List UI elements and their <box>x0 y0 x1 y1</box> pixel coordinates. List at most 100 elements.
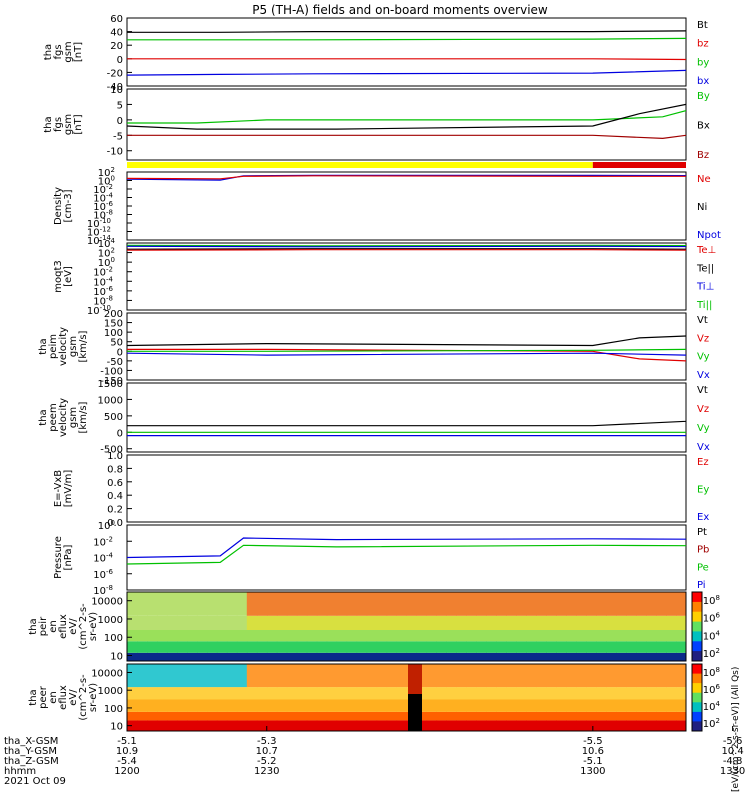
y-tick-label: 50 <box>110 338 123 349</box>
spectrogram-cell <box>486 711 497 721</box>
x-row-value: -5.5 <box>583 736 603 747</box>
spectrogram-cell <box>596 687 607 700</box>
spectrogram-cell <box>546 699 557 712</box>
spectrogram-cell <box>446 641 457 653</box>
spectrogram-cell <box>206 711 218 721</box>
spectrogram-cell <box>276 630 288 642</box>
spectrogram-cell <box>376 641 388 653</box>
legend-Ex: Ex <box>697 512 709 523</box>
spectrogram-cell <box>386 615 398 630</box>
panel-frame <box>126 382 687 453</box>
legend-Npot: Npot <box>697 230 721 241</box>
spectrogram-cell <box>286 602 298 616</box>
spectrogram-cell <box>176 699 188 712</box>
x-row-value: 10.4 <box>721 746 743 757</box>
colorbar-swatch <box>692 651 702 662</box>
colorbar-swatch <box>692 592 702 603</box>
colorbar: 108 106 104 102 <box>691 663 721 732</box>
spectrogram-cell <box>326 664 338 688</box>
spectrogram-cell <box>676 592 686 603</box>
spectrogram-cell <box>256 641 268 653</box>
legend-By: By <box>697 91 710 102</box>
series-line-darkred <box>127 134 686 140</box>
spectrogram-cell <box>196 720 208 731</box>
spectrogram-cell <box>606 699 617 712</box>
spectrogram-cell <box>446 711 457 721</box>
spectrogram-cell <box>656 641 667 653</box>
spectrogram-cell <box>236 699 248 712</box>
spectrogram-cell <box>606 664 617 688</box>
spectrogram-cell <box>626 687 637 700</box>
spectrogram-cell <box>186 592 198 603</box>
spectrogram-cell <box>176 592 188 603</box>
spectrogram-cell <box>646 664 657 688</box>
spectrogram-cell <box>676 720 686 731</box>
colorbar-swatch <box>692 692 702 703</box>
spectrogram-cell <box>137 720 148 731</box>
spectrogram-cell <box>566 602 577 616</box>
spectrogram-cell <box>236 720 248 731</box>
y-tick-label: 40 <box>110 28 123 39</box>
spectrogram-cell <box>676 615 686 630</box>
spectrogram-cell <box>496 652 507 661</box>
spectrogram-cell <box>406 592 418 603</box>
spectrogram-cell <box>446 699 457 712</box>
spectrogram-cell <box>316 720 328 731</box>
panel-frame <box>126 663 687 732</box>
spectrogram-cell <box>636 687 647 700</box>
series-line-green <box>127 37 686 41</box>
y-tick-label: 1000 <box>98 615 123 626</box>
spectrogram-cell <box>466 641 477 653</box>
spectrogram-cell <box>676 652 686 661</box>
spectrogram-cell <box>386 720 398 731</box>
spectrogram-cell <box>666 699 677 712</box>
spectrogram-cell <box>646 687 657 700</box>
spectrogram-cell <box>666 664 677 688</box>
spectrogram-cell <box>366 652 378 661</box>
panel-frame <box>126 591 687 662</box>
spectrogram-cell <box>386 652 398 661</box>
spectrogram-cell <box>636 711 647 721</box>
spectrogram-cell <box>226 699 238 712</box>
spectrogram-cell <box>356 641 368 653</box>
colorbar-swatch <box>692 601 702 613</box>
spectrogram-cell <box>546 711 557 721</box>
spectrogram-cell <box>147 664 158 688</box>
series-line-black <box>127 30 686 33</box>
spectrogram-cell <box>186 699 198 712</box>
spectrogram-cell <box>176 641 188 653</box>
spectrogram-cell <box>586 687 597 700</box>
legend-Ti⊥: Ti⊥ <box>696 282 714 293</box>
spectrogram-cell <box>226 630 238 642</box>
spectrogram-cell <box>566 699 577 712</box>
spectrogram-cell <box>316 664 328 688</box>
spectrogram-cell <box>376 592 388 603</box>
spectrogram-cell <box>326 720 338 731</box>
legend-Bt: Bt <box>697 20 708 31</box>
spectrogram-cell <box>356 720 368 731</box>
x-row-value: 1200 <box>114 766 139 777</box>
spectrogram-cell <box>336 687 348 700</box>
spectrogram-cell <box>596 641 607 653</box>
spectrogram-cell <box>426 699 438 712</box>
y-axis-label: peem <box>48 403 59 431</box>
y-tick-label: 0 <box>117 55 123 66</box>
spectrogram-cell <box>296 630 308 642</box>
spectrogram-cell <box>656 699 667 712</box>
spectrogram-cell <box>456 592 467 603</box>
spectrogram-cell <box>556 720 567 731</box>
spectrogram-cell <box>356 664 368 688</box>
spectrogram-cell <box>226 711 238 721</box>
spectrogram-cell <box>516 615 527 630</box>
y-axis-label: (cm^2-s- <box>78 603 89 650</box>
spectrogram-cell <box>606 630 617 642</box>
spectrogram-cell <box>426 615 438 630</box>
status-bar <box>127 162 686 168</box>
spectrogram-cell <box>556 641 567 653</box>
spectrogram-cell <box>316 615 328 630</box>
spectrogram-cell <box>236 630 248 642</box>
y-tick-label: 20 <box>110 41 123 52</box>
spectrogram-cell <box>466 602 477 616</box>
spectrogram-cell <box>516 602 527 616</box>
spectrogram-cell <box>147 630 158 642</box>
